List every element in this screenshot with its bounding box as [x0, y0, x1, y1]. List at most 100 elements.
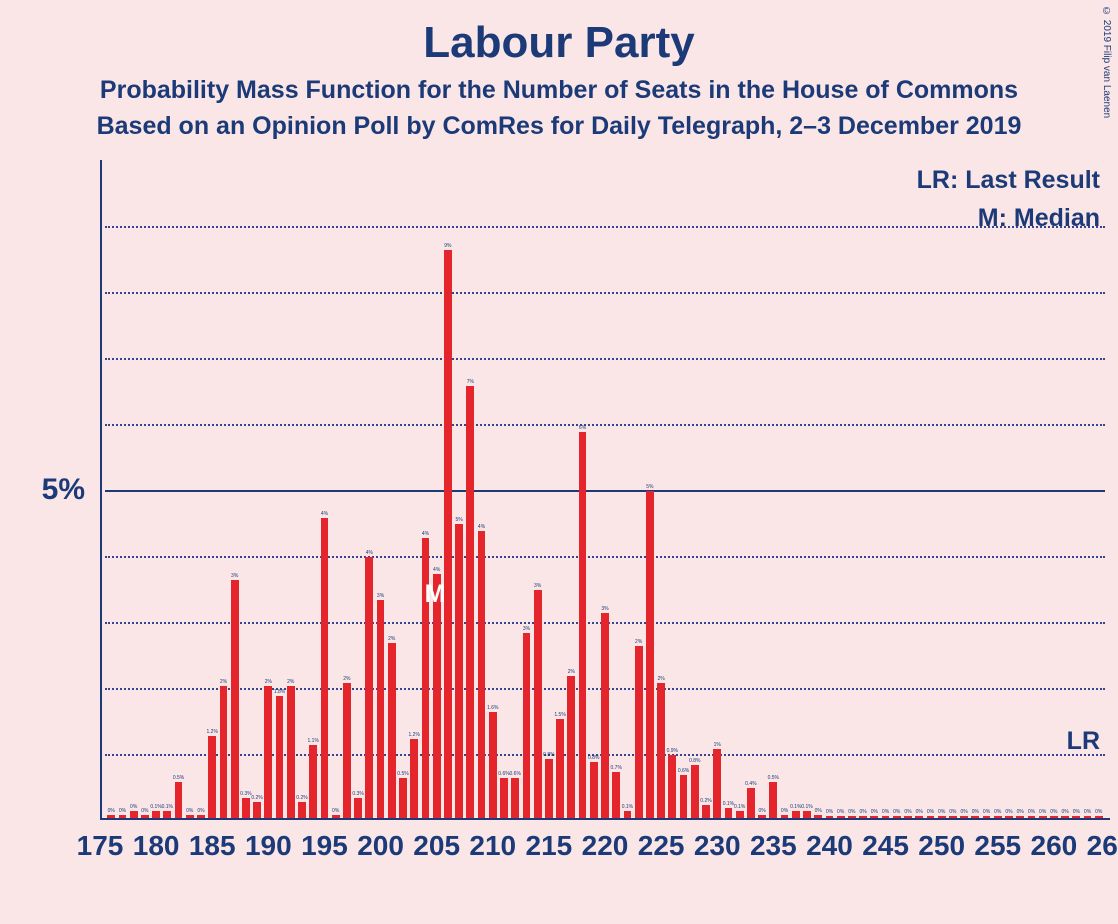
bar-value-label: 0% — [826, 810, 833, 816]
bar-value-label: 0% — [1061, 810, 1068, 816]
bar-value-label: 0% — [186, 809, 193, 815]
bar: 0.1% — [163, 811, 171, 818]
bar: 0.5% — [399, 778, 407, 818]
x-tick-label: 190 — [245, 830, 292, 862]
bar: 0% — [994, 816, 1002, 818]
bar-value-label: 0% — [1039, 810, 1046, 816]
bar-value-label: 2% — [343, 677, 350, 683]
bar: 0% — [119, 815, 127, 818]
bar: 3% — [601, 613, 609, 818]
bar: 4% — [478, 531, 486, 818]
bar: 0.1% — [624, 811, 632, 818]
bar: 0% — [1016, 816, 1024, 818]
bar: 0% — [1050, 816, 1058, 818]
bar-value-label: 0% — [871, 810, 878, 816]
bar-value-label: 0% — [1005, 810, 1012, 816]
bar-value-label: 0% — [1073, 810, 1080, 816]
bar-value-label: 0% — [108, 809, 115, 815]
bar: 2% — [264, 686, 272, 818]
chart-title: Labour Party — [0, 18, 1118, 68]
bar-value-label: 0% — [1028, 810, 1035, 816]
bar: 0% — [904, 816, 912, 818]
bar-value-label: 2% — [287, 680, 294, 686]
bar: 0.1% — [152, 811, 160, 818]
bar: 0% — [859, 816, 867, 818]
bar-value-label: 0.1% — [801, 805, 812, 811]
bar: 3% — [534, 590, 542, 818]
bar: 0.1% — [803, 811, 811, 818]
bar-value-label: 3% — [377, 594, 384, 600]
bar-value-label: 4% — [366, 551, 373, 557]
bar-value-label: 0.3% — [240, 792, 251, 798]
bar-value-label: 2% — [568, 670, 575, 676]
x-tick-label: 250 — [918, 830, 965, 862]
bar-value-label: 1.1% — [308, 739, 319, 745]
bar: 0.8% — [590, 762, 598, 818]
bar-value-label: 0% — [848, 810, 855, 816]
chart-root: Labour Party Probability Mass Function f… — [0, 0, 1118, 924]
bar-value-label: 1.5% — [554, 713, 565, 719]
bar-value-label: 1.2% — [207, 730, 218, 736]
x-tick-label: 230 — [694, 830, 741, 862]
x-tick-label: 200 — [357, 830, 404, 862]
x-tick-label: 260 — [1031, 830, 1078, 862]
bar-value-label: 0.1% — [734, 805, 745, 811]
bar: 0% — [197, 815, 205, 818]
x-tick-label: 195 — [301, 830, 348, 862]
bar: 0.2% — [298, 802, 306, 819]
bar-value-label: 1.2% — [409, 733, 420, 739]
x-tick-label: 240 — [806, 830, 853, 862]
bar: 0.6% — [511, 778, 519, 818]
bar-value-label: 0.1% — [150, 805, 161, 811]
bar-value-label: 0% — [859, 810, 866, 816]
bar-value-label: 0% — [916, 810, 923, 816]
bar: 2% — [635, 646, 643, 818]
bar-value-label: 0% — [893, 810, 900, 816]
gridline — [105, 226, 1105, 228]
x-tick-label: 235 — [750, 830, 797, 862]
bar-value-label: 0% — [972, 810, 979, 816]
gridline — [105, 490, 1105, 492]
bar-value-label: 0% — [960, 810, 967, 816]
bar: 0% — [758, 815, 766, 818]
bar: 0% — [938, 816, 946, 818]
bar-value-label: 9% — [444, 244, 451, 250]
x-tick-label: 185 — [189, 830, 236, 862]
bar-value-label: 0% — [1084, 810, 1091, 816]
bar: 0% — [971, 816, 979, 818]
bar-value-label: 0.8% — [588, 756, 599, 762]
bar-value-label: 0% — [781, 809, 788, 815]
y-axis-line — [100, 160, 102, 820]
bar: 0% — [781, 815, 789, 818]
bar-value-label: 0% — [197, 809, 204, 815]
bar: 1.5% — [556, 719, 564, 818]
bar: 0.8% — [691, 765, 699, 818]
bar: 0% — [107, 815, 115, 818]
x-tick-label: 225 — [638, 830, 685, 862]
bar: 2% — [343, 683, 351, 818]
bar: 0.3% — [242, 798, 250, 818]
bar: 0.8% — [545, 759, 553, 818]
bar-value-label: 5% — [646, 485, 653, 491]
bar-value-label: 0.2% — [296, 796, 307, 802]
bar: 4% — [321, 518, 329, 818]
bar-value-label: 2% — [265, 680, 272, 686]
bar-value-label: 0% — [904, 810, 911, 816]
bar: 4% — [433, 574, 441, 818]
bar: 2% — [657, 683, 665, 818]
bar: 2% — [220, 686, 228, 818]
bar-value-label: 0% — [130, 805, 137, 811]
bar: 0.5% — [175, 782, 183, 818]
bar: 0.1% — [725, 808, 733, 818]
bar: 0% — [1084, 816, 1092, 818]
bar-value-label: 0% — [837, 810, 844, 816]
bar-value-label: 0.1% — [162, 805, 173, 811]
bar: 2% — [287, 686, 295, 818]
bar: 9% — [444, 250, 452, 818]
bar-value-label: 2% — [635, 640, 642, 646]
bar: 1.2% — [410, 739, 418, 818]
bar: 0% — [332, 815, 340, 818]
bar: 1.2% — [208, 736, 216, 819]
bar: 3% — [231, 580, 239, 818]
bar-value-label: 5% — [455, 518, 462, 524]
